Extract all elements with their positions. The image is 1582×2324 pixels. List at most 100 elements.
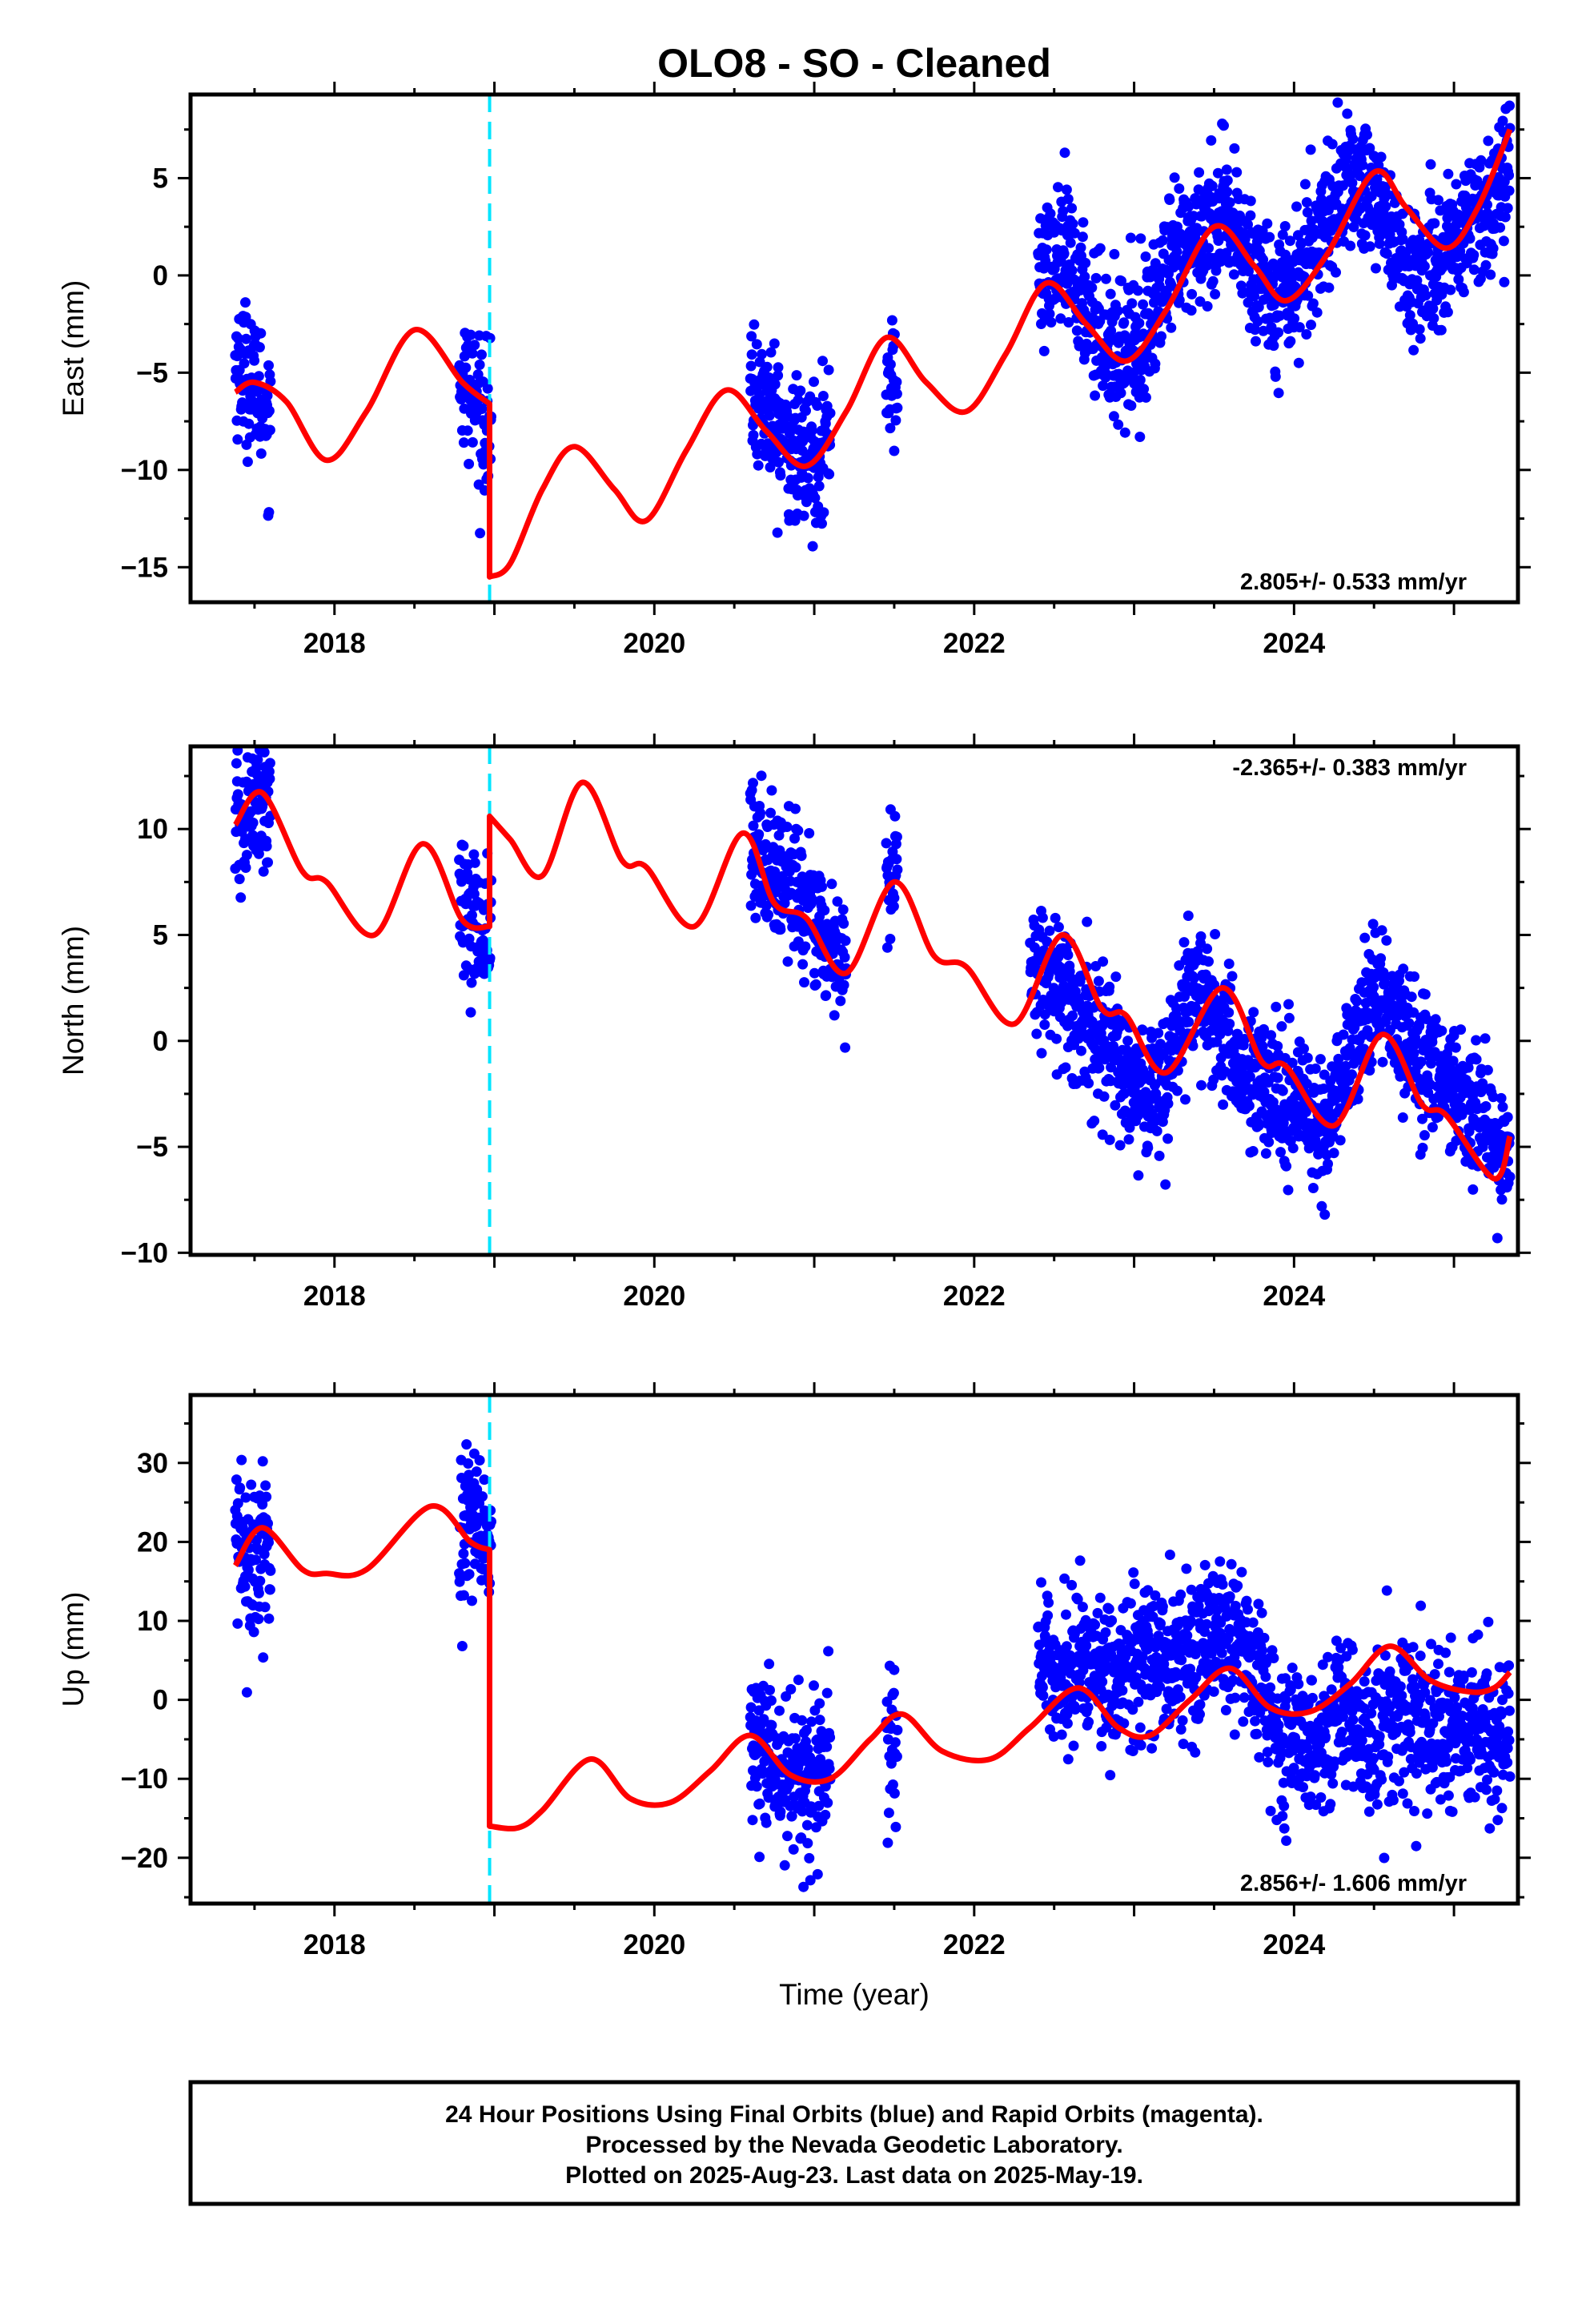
north-point [891, 831, 902, 842]
north-point [1283, 1012, 1295, 1023]
north-point [1397, 1112, 1408, 1123]
up-point [1251, 1728, 1263, 1739]
east-point [802, 472, 813, 484]
east-point [1498, 235, 1509, 247]
up-point [1065, 1650, 1076, 1661]
east-point [773, 456, 784, 468]
east-point [817, 356, 828, 367]
east-point [1174, 295, 1185, 306]
east-point [1035, 213, 1046, 224]
north-point [1219, 1066, 1231, 1077]
north-point [236, 719, 247, 730]
up-point [1260, 1671, 1271, 1683]
east-x-tick-label: 2024 [1263, 628, 1325, 659]
north-point [1114, 1140, 1126, 1151]
east-point [1306, 320, 1316, 331]
east-point [1101, 273, 1111, 284]
east-y-tick-label: 5 [153, 163, 168, 194]
east-point [1169, 172, 1180, 183]
north-point [1502, 1112, 1513, 1123]
east-point [813, 480, 825, 492]
up-point [458, 1590, 469, 1601]
up-point [1243, 1604, 1253, 1615]
east-point [1301, 329, 1312, 340]
east-point [263, 360, 274, 371]
up-point [1268, 1653, 1279, 1663]
up-point [1347, 1715, 1359, 1725]
east-point [1366, 191, 1377, 202]
north-point [796, 850, 807, 862]
up-point [258, 1652, 269, 1663]
east-point [241, 333, 251, 344]
east-point [1258, 254, 1269, 265]
north-point [1283, 999, 1294, 1010]
east-point [1464, 233, 1476, 244]
north-point [1456, 1024, 1467, 1035]
east-point [886, 315, 897, 326]
east-point [772, 527, 783, 538]
up-point [240, 1492, 251, 1503]
up-point [761, 1817, 772, 1828]
north-x-tick-label: 2018 [303, 1281, 366, 1312]
east-point [1090, 390, 1101, 401]
north-point [1471, 1054, 1482, 1065]
north-point [1272, 1072, 1283, 1084]
up-point [1236, 1566, 1247, 1578]
north-point [1263, 1136, 1275, 1148]
east-point [1150, 358, 1161, 369]
north-point [466, 977, 477, 988]
up-point [1178, 1739, 1189, 1750]
north-point [1272, 1040, 1283, 1051]
up-point [263, 1537, 274, 1548]
north-point [1364, 1065, 1375, 1076]
up-point [1397, 1788, 1408, 1799]
up-point [1230, 1600, 1241, 1611]
up-point [239, 1581, 251, 1592]
east-point [253, 371, 264, 382]
east-point [1442, 307, 1453, 318]
east-point [1415, 333, 1426, 344]
north-point [1227, 971, 1238, 982]
east-plot-area [230, 82, 1516, 602]
up-point [1048, 1731, 1059, 1742]
up-point [1114, 1638, 1126, 1650]
east-point [1347, 82, 1357, 92]
up-point [467, 1595, 477, 1606]
east-point [765, 347, 777, 358]
east-point [467, 348, 478, 359]
north-point [469, 857, 480, 868]
up-point [248, 1626, 259, 1638]
north-y-tick-label: 5 [153, 919, 168, 951]
north-point [1376, 925, 1387, 936]
north-point [259, 746, 270, 758]
north-point [1051, 1033, 1062, 1044]
up-point [1288, 1763, 1299, 1774]
up-point [1325, 1799, 1336, 1810]
east-point [1458, 287, 1469, 298]
up-point [1157, 1601, 1168, 1612]
north-y-tick-label: −5 [136, 1132, 168, 1163]
up-point [246, 1479, 257, 1490]
up-point [814, 1698, 825, 1709]
east-point [1476, 155, 1487, 166]
up-point [822, 1797, 833, 1808]
north-point [1426, 1058, 1436, 1069]
up-point [1419, 1711, 1431, 1723]
north-point [1153, 1027, 1164, 1039]
north-point [1316, 1200, 1327, 1212]
east-point [263, 405, 275, 416]
up-point [232, 1618, 243, 1629]
east-point [746, 331, 757, 342]
east-point [769, 338, 780, 349]
up-point [1068, 1740, 1079, 1751]
up-point [255, 1575, 266, 1586]
up-point [890, 1821, 901, 1832]
north-x-tick-label: 2020 [623, 1281, 685, 1312]
up-point [1376, 1774, 1387, 1785]
up-point [1263, 1756, 1274, 1767]
up-point [779, 1860, 790, 1871]
east-point [1061, 184, 1072, 195]
east-point [801, 405, 811, 416]
east-point [1058, 206, 1069, 217]
